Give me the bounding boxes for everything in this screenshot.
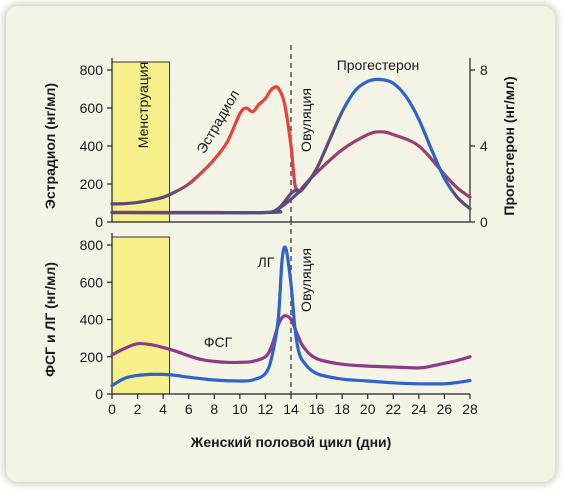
y-tick-label-bottom: 800 xyxy=(80,237,104,253)
ovulation-label-bottom: Овуляция xyxy=(298,248,314,312)
y-tick-label-top: 600 xyxy=(80,100,104,116)
x-tick-label: 6 xyxy=(185,401,193,417)
x-tick-label: 4 xyxy=(159,401,167,417)
y-axis-label-bottom: ФСГ и ЛГ (нг/мл) xyxy=(42,262,58,377)
x-tick-label: 20 xyxy=(360,401,376,417)
y-tick-right-label: 0 xyxy=(480,214,488,230)
x-tick-label: 18 xyxy=(334,401,350,417)
menstruation-band-bottom xyxy=(111,236,171,395)
y-axis-label-top: Эстрадиол (нг/мл) xyxy=(42,83,58,209)
x-tick-label: 12 xyxy=(258,401,274,417)
y-tick-label-top: 200 xyxy=(80,176,104,192)
series-line-top-0 xyxy=(110,85,472,206)
x-axis-label: Женский половой цикл (дни) xyxy=(190,434,392,450)
x-tick-label: 28 xyxy=(462,401,478,417)
x-tick-label: 24 xyxy=(411,401,427,417)
series-line-bottom-1 xyxy=(110,245,472,388)
ovulation-label-top: Овуляция xyxy=(298,88,314,152)
y-tick-label-bottom: 400 xyxy=(80,312,104,328)
x-tick-label: 10 xyxy=(232,401,248,417)
lh-label: ЛГ xyxy=(258,254,275,270)
fsh-label: ФСГ xyxy=(204,334,233,350)
x-tick-label: 2 xyxy=(134,401,142,417)
x-tick-label: 22 xyxy=(385,401,401,417)
x-tick-label: 14 xyxy=(283,401,299,417)
progesterone-label: Прогестерон xyxy=(337,57,420,73)
x-tick-label: 16 xyxy=(309,401,325,417)
chart-frame xyxy=(6,6,555,482)
y-tick-right-label: 8 xyxy=(480,62,488,78)
y-tick-label-bottom: 200 xyxy=(80,349,104,365)
menstruation-label: Менструация xyxy=(135,62,151,148)
series-line-top-2 xyxy=(110,188,299,215)
x-tick-label: 26 xyxy=(437,401,453,417)
y-tick-label-bottom: 600 xyxy=(80,274,104,290)
menstruation-band-top xyxy=(111,61,171,223)
y-tick-label-top: 400 xyxy=(80,138,104,154)
x-tick-label: 0 xyxy=(108,401,116,417)
x-tick-label: 8 xyxy=(210,401,218,417)
y-axis-label-right: Прогестерон (нг/мл) xyxy=(501,76,517,215)
y-tick-right-label: 4 xyxy=(480,138,488,154)
y-tick-label-top: 0 xyxy=(95,214,103,230)
y-tick-label-top: 800 xyxy=(80,62,104,78)
y-tick-label-bottom: 0 xyxy=(95,386,103,402)
